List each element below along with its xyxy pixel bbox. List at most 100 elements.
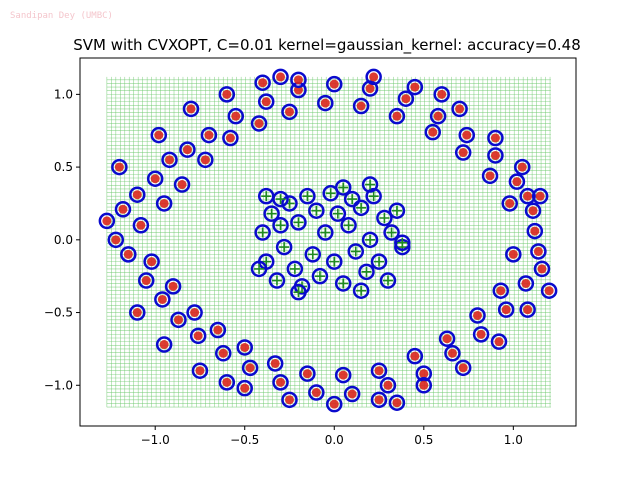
outer-data-point <box>150 174 160 184</box>
outer-data-point <box>240 383 250 393</box>
inner-data-point <box>329 256 340 267</box>
outer-data-point <box>114 162 124 172</box>
support-vector-ring <box>347 243 365 260</box>
outer-data-point <box>401 94 411 104</box>
support-vector-ring <box>334 275 352 292</box>
outer-data-point <box>374 395 384 405</box>
support-vector-ring <box>222 129 239 147</box>
support-vector-ring <box>438 330 456 347</box>
support-vector-ring <box>268 272 286 289</box>
support-vector-ring <box>218 374 236 391</box>
inner-data-point <box>271 275 282 286</box>
outer-data-point <box>195 366 205 376</box>
support-vector-ring <box>290 283 307 301</box>
support-vector-ring <box>263 205 280 222</box>
support-vector-ring <box>334 179 352 196</box>
outer-data-point <box>258 78 268 88</box>
support-vector-ring <box>290 71 307 89</box>
inner-data-point <box>289 263 300 274</box>
support-vector-ring <box>236 339 253 356</box>
support-vector-ring <box>155 195 173 212</box>
support-vector-ring <box>107 231 125 249</box>
support-vector-ring <box>361 176 379 193</box>
outer-data-point <box>433 111 443 121</box>
outer-data-point <box>485 171 495 181</box>
inner-data-point <box>254 263 265 274</box>
inner-data-point <box>391 205 402 216</box>
outer-data-point <box>537 264 547 274</box>
outer-data-point <box>410 351 420 361</box>
support-vector-ring <box>250 115 268 132</box>
support-vector-ring <box>186 304 203 321</box>
inner-data-point <box>382 275 393 286</box>
support-vector-ring <box>272 68 289 86</box>
support-vector-ring <box>424 123 442 141</box>
support-vector-ring <box>317 94 334 112</box>
outer-data-point <box>231 111 241 121</box>
outer-data-point <box>365 84 375 94</box>
x-tick-label: 0.0 <box>325 433 344 447</box>
x-tick-label: 0.5 <box>414 433 433 447</box>
support-vector-ring <box>155 336 173 353</box>
inner-data-point <box>332 208 343 219</box>
outer-data-point <box>302 369 312 379</box>
support-vector-ring <box>540 282 558 299</box>
support-vector-ring <box>111 158 128 176</box>
chart-title: SVM with CVXOPT, C=0.01 kernel=gaussian_… <box>73 36 581 55</box>
outer-data-point <box>190 308 200 318</box>
outer-data-point <box>157 294 167 304</box>
support-vector-ring <box>129 186 146 203</box>
outer-data-point <box>222 89 232 99</box>
outer-data-point <box>245 363 255 373</box>
support-vector-ring <box>383 224 400 241</box>
outer-data-point <box>490 133 500 143</box>
y-tick-label: −0.5 <box>44 306 73 320</box>
inner-data-point <box>368 191 379 202</box>
inner-class-points <box>250 176 411 301</box>
outer-data-point <box>383 380 393 390</box>
outer-data-point <box>311 388 321 398</box>
support-vector-ring <box>487 147 504 164</box>
outer-data-point <box>123 249 133 259</box>
support-vector-ring <box>352 282 370 299</box>
support-vector-ring <box>481 167 499 185</box>
y-tick-label: 0.0 <box>54 233 73 247</box>
outer-data-point <box>118 204 128 214</box>
support-vector-ring <box>227 107 245 125</box>
outer-data-point <box>320 98 330 108</box>
outer-data-point <box>496 286 506 296</box>
support-vector-ring <box>317 224 334 241</box>
outer-data-point <box>392 398 402 408</box>
support-vector-ring <box>209 321 227 339</box>
support-vector-ring <box>497 301 515 318</box>
outer-data-point <box>159 340 169 350</box>
support-vector-ring <box>340 217 357 234</box>
outer-data-point <box>528 206 538 216</box>
support-vector-ring <box>397 90 415 107</box>
inner-data-point <box>386 227 397 238</box>
support-vector-ring <box>146 170 164 187</box>
support-vector-ring <box>533 260 551 278</box>
support-vector-ring <box>352 199 370 217</box>
outer-data-point <box>254 118 264 128</box>
support-vector-ring <box>454 144 472 161</box>
inner-data-point <box>365 179 376 190</box>
support-vector-ring <box>394 234 411 251</box>
support-vector-ring <box>343 190 361 208</box>
outer-data-point <box>177 180 187 190</box>
support-vector-ring <box>299 365 316 382</box>
support-vector-ring <box>358 263 375 281</box>
support-vector-ring <box>352 97 370 115</box>
support-vector-ring <box>388 394 406 411</box>
outer-data-point <box>347 389 357 399</box>
support-vector-ring <box>281 195 298 212</box>
x-tick-label: −0.5 <box>230 433 259 447</box>
support-vector-ring <box>415 377 433 394</box>
support-vector-ring <box>379 377 397 394</box>
support-vector-ring <box>272 217 289 234</box>
outer-data-point <box>501 305 511 315</box>
support-vector-ring <box>526 222 544 240</box>
inner-data-point <box>293 287 304 298</box>
support-vector-ring <box>406 347 424 365</box>
support-vector-ring <box>508 173 526 190</box>
